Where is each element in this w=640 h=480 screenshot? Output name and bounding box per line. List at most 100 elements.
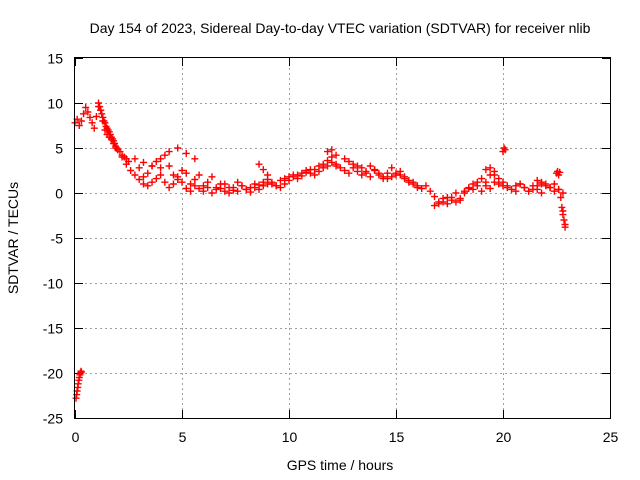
- data-point: [533, 176, 541, 184]
- data-point: [144, 182, 152, 190]
- data-point: [99, 113, 107, 121]
- x-tick-label: 0: [72, 429, 80, 445]
- data-point: [135, 176, 143, 183]
- data-point: [486, 164, 494, 172]
- data-point: [561, 223, 569, 231]
- data-point: [199, 187, 207, 195]
- data-point: [148, 178, 156, 186]
- data-point: [345, 169, 353, 177]
- y-tick-label: 5: [55, 141, 63, 157]
- data-point: [174, 144, 182, 152]
- y-tick-label: -5: [51, 231, 64, 247]
- data-point: [358, 164, 366, 172]
- data-point: [542, 182, 550, 190]
- x-tick-label: 20: [496, 429, 512, 445]
- data-point: [234, 178, 242, 186]
- data-point: [127, 167, 135, 174]
- data-point: [251, 184, 259, 192]
- data-point: [503, 182, 511, 190]
- data-point: [294, 175, 302, 183]
- data-point: [259, 182, 267, 190]
- data-point: [125, 158, 132, 165]
- data-point: [546, 184, 554, 192]
- data-point: [332, 162, 340, 170]
- data-point: [328, 146, 336, 154]
- data-point: [559, 189, 567, 197]
- data-point: [95, 99, 103, 107]
- y-axis-label: SDTVAR / TECUs: [5, 182, 21, 294]
- data-point: [246, 188, 254, 196]
- data-point: [418, 185, 426, 192]
- data-point: [392, 169, 400, 177]
- y-tick-label: -15: [43, 321, 63, 337]
- data-point: [195, 171, 203, 179]
- data-point: [538, 189, 546, 197]
- data-point: [169, 171, 177, 179]
- data-point: [264, 180, 272, 188]
- data-point: [97, 106, 105, 114]
- data-point: [165, 184, 173, 192]
- data-point: [75, 122, 83, 129]
- x-tick-label: 5: [179, 429, 187, 445]
- y-tick-label: -25: [43, 411, 63, 427]
- data-point: [388, 164, 396, 172]
- data-point: [238, 182, 246, 190]
- data-point: [169, 180, 177, 188]
- data-point: [131, 155, 139, 163]
- data-point: [208, 173, 216, 181]
- data-point: [557, 194, 565, 201]
- data-point: [268, 178, 276, 186]
- data-point: [77, 368, 85, 376]
- data-point: [371, 166, 379, 174]
- y-tick-label: -10: [43, 276, 63, 292]
- y-tick-label: -20: [43, 366, 63, 382]
- data-point: [366, 162, 374, 170]
- x-tick-label: 10: [282, 429, 298, 445]
- data-point: [560, 216, 568, 224]
- data-point: [315, 167, 323, 175]
- data-point: [139, 180, 147, 188]
- data-point: [396, 171, 404, 179]
- data-point: [452, 198, 460, 206]
- data-point: [358, 171, 366, 179]
- data-point: [555, 185, 563, 193]
- data-point: [401, 175, 409, 183]
- data-point: [187, 180, 195, 188]
- data-point: [336, 164, 344, 172]
- data-point: [77, 117, 85, 125]
- data-point: [182, 185, 190, 192]
- data-point: [341, 155, 349, 163]
- data-point: [413, 184, 421, 192]
- data-point: [324, 148, 332, 156]
- data-point: [204, 184, 212, 192]
- x-tick-label: 25: [603, 429, 619, 445]
- data-point: [152, 158, 160, 165]
- data-point: [298, 172, 306, 180]
- data-point: [161, 178, 169, 186]
- data-point: [383, 175, 391, 183]
- data-point: [388, 173, 396, 181]
- data-point: [92, 113, 100, 120]
- data-point: [405, 178, 413, 186]
- gridlines: [75, 58, 610, 418]
- data-point: [409, 180, 417, 188]
- data-point: [520, 184, 528, 192]
- data-point: [225, 189, 233, 197]
- data-point: [191, 176, 199, 183]
- data-point: [319, 164, 327, 172]
- data-point: [174, 173, 182, 181]
- data-point: [259, 166, 267, 174]
- data-point: [349, 160, 357, 168]
- data-point: [482, 166, 490, 174]
- data-point: [144, 169, 152, 177]
- x-tick-label: 15: [389, 429, 405, 445]
- data-point: [135, 164, 143, 172]
- data-point: [101, 119, 109, 127]
- data-point: [516, 180, 524, 188]
- data-point: [435, 198, 443, 206]
- data-point: [311, 171, 319, 179]
- data-point: [431, 193, 439, 201]
- data-point: [353, 162, 361, 170]
- data-point: [157, 155, 165, 163]
